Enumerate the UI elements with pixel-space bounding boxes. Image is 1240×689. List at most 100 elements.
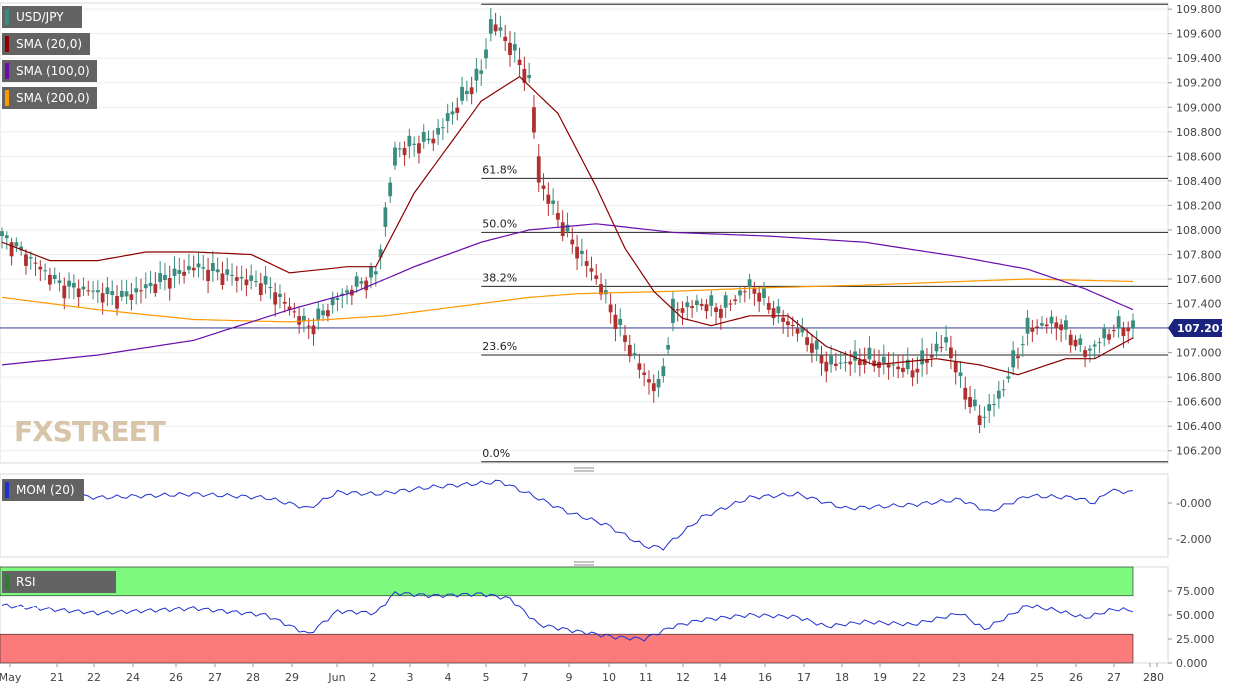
candle-body <box>766 303 771 310</box>
candle-body <box>239 276 244 279</box>
candle-body <box>848 361 853 365</box>
legend-swatch-icon <box>5 63 9 79</box>
candle-body <box>810 343 814 353</box>
rsi-tick-label: 0.000 <box>1176 657 1208 670</box>
candle-body <box>608 304 613 313</box>
legend-rsi[interactable]: RSI (14,70,30,1) <box>2 571 116 611</box>
candle-body <box>747 279 752 288</box>
candle-body <box>728 303 733 305</box>
date-tick-label: 3 <box>407 671 414 684</box>
candle-body <box>474 68 479 81</box>
candle-body <box>867 347 872 360</box>
candle-body <box>843 362 848 364</box>
candle-body <box>733 299 738 301</box>
legend-symbol[interactable]: USD/JPY <box>2 6 82 28</box>
date-tick-label: 27 <box>1107 671 1121 684</box>
price-tick-label: 109.200 <box>1176 77 1222 90</box>
candle-body <box>417 143 421 154</box>
candle-body <box>699 304 704 306</box>
sma20-line <box>1 75 1134 376</box>
legend-sma20[interactable]: SMA (20,0) <box>2 33 90 55</box>
candle-body <box>1126 328 1131 332</box>
date-tick-label: 14 <box>713 671 727 684</box>
candle-body <box>800 326 805 333</box>
candle-body <box>579 250 584 254</box>
candle-body <box>402 147 407 156</box>
candle-body <box>925 360 929 363</box>
candle-body <box>249 275 254 281</box>
candle-body <box>603 290 608 295</box>
candle-body <box>0 231 4 237</box>
candle-body <box>297 316 302 325</box>
date-tick-label: 28 <box>1143 671 1157 684</box>
candle-body <box>853 351 857 361</box>
current-price-label: 107.201 <box>1177 322 1227 335</box>
candle-body <box>651 383 656 392</box>
candle-body <box>939 346 944 348</box>
candle-body <box>129 294 134 300</box>
candle-body <box>929 355 934 358</box>
price-tick-label: 106.200 <box>1176 445 1222 458</box>
candle-body <box>771 308 776 319</box>
candle-body <box>450 111 455 115</box>
candle-body <box>306 325 311 327</box>
legend-sma200[interactable]: SMA (200,0) <box>2 87 97 109</box>
date-tick-label: 26 <box>1069 671 1083 684</box>
candle-body <box>1016 356 1020 359</box>
candle-body <box>67 280 71 287</box>
candle-body <box>881 356 886 364</box>
candle-body <box>215 269 220 273</box>
price-tick-label: 107.000 <box>1176 347 1222 360</box>
candle-body <box>541 185 546 189</box>
candle-body <box>675 309 680 311</box>
candle-body <box>268 287 273 289</box>
date-tick-label: 10 <box>602 671 616 684</box>
candle-body <box>556 213 560 220</box>
candle-body <box>359 281 364 284</box>
candle-body <box>91 290 95 292</box>
candle-body <box>1078 338 1083 345</box>
candle-body <box>201 267 206 269</box>
fib-label: 0.0% <box>482 447 510 460</box>
candle-body <box>527 75 532 79</box>
candle-body <box>915 368 920 373</box>
candle-body <box>829 355 833 365</box>
legend-mom[interactable]: MOM (20) <box>2 479 84 501</box>
date-tick-label: 17 <box>797 671 811 684</box>
candle-body <box>1030 327 1035 332</box>
candle-body <box>565 224 570 232</box>
candle-body <box>134 288 139 293</box>
candle-body <box>862 359 867 365</box>
candle-body <box>369 266 373 278</box>
candle-body <box>354 276 359 287</box>
candle-body <box>378 249 383 258</box>
candle-body <box>158 273 163 283</box>
candle-body <box>407 135 412 147</box>
candle-body <box>220 273 225 285</box>
candle-body <box>814 340 819 350</box>
rsi-tick-label: 50.000 <box>1176 609 1215 622</box>
candle-body <box>786 321 790 326</box>
legend-swatch-icon <box>5 482 9 498</box>
legend-sma100[interactable]: SMA (100,0) <box>2 60 97 82</box>
legend-swatch-icon <box>5 574 9 590</box>
candle-body <box>71 282 76 288</box>
candle-body <box>589 268 594 272</box>
price-tick-label: 106.600 <box>1176 396 1222 409</box>
price-tick-label: 109.800 <box>1176 3 1222 16</box>
candle-body <box>1006 376 1011 379</box>
candle-body <box>992 404 996 406</box>
candle-body <box>857 359 862 366</box>
candle-body <box>440 127 445 129</box>
candle-body <box>1011 350 1016 368</box>
candle-body <box>335 298 340 300</box>
current-price-tag <box>1168 318 1222 337</box>
candle-body <box>431 138 436 144</box>
candle-body <box>963 387 968 400</box>
candle-body <box>508 42 512 56</box>
candle-body <box>599 284 603 295</box>
candle-body <box>896 366 901 370</box>
candle-body <box>661 366 666 377</box>
candle-body <box>182 271 187 276</box>
date-tick-label: 19 <box>873 671 887 684</box>
